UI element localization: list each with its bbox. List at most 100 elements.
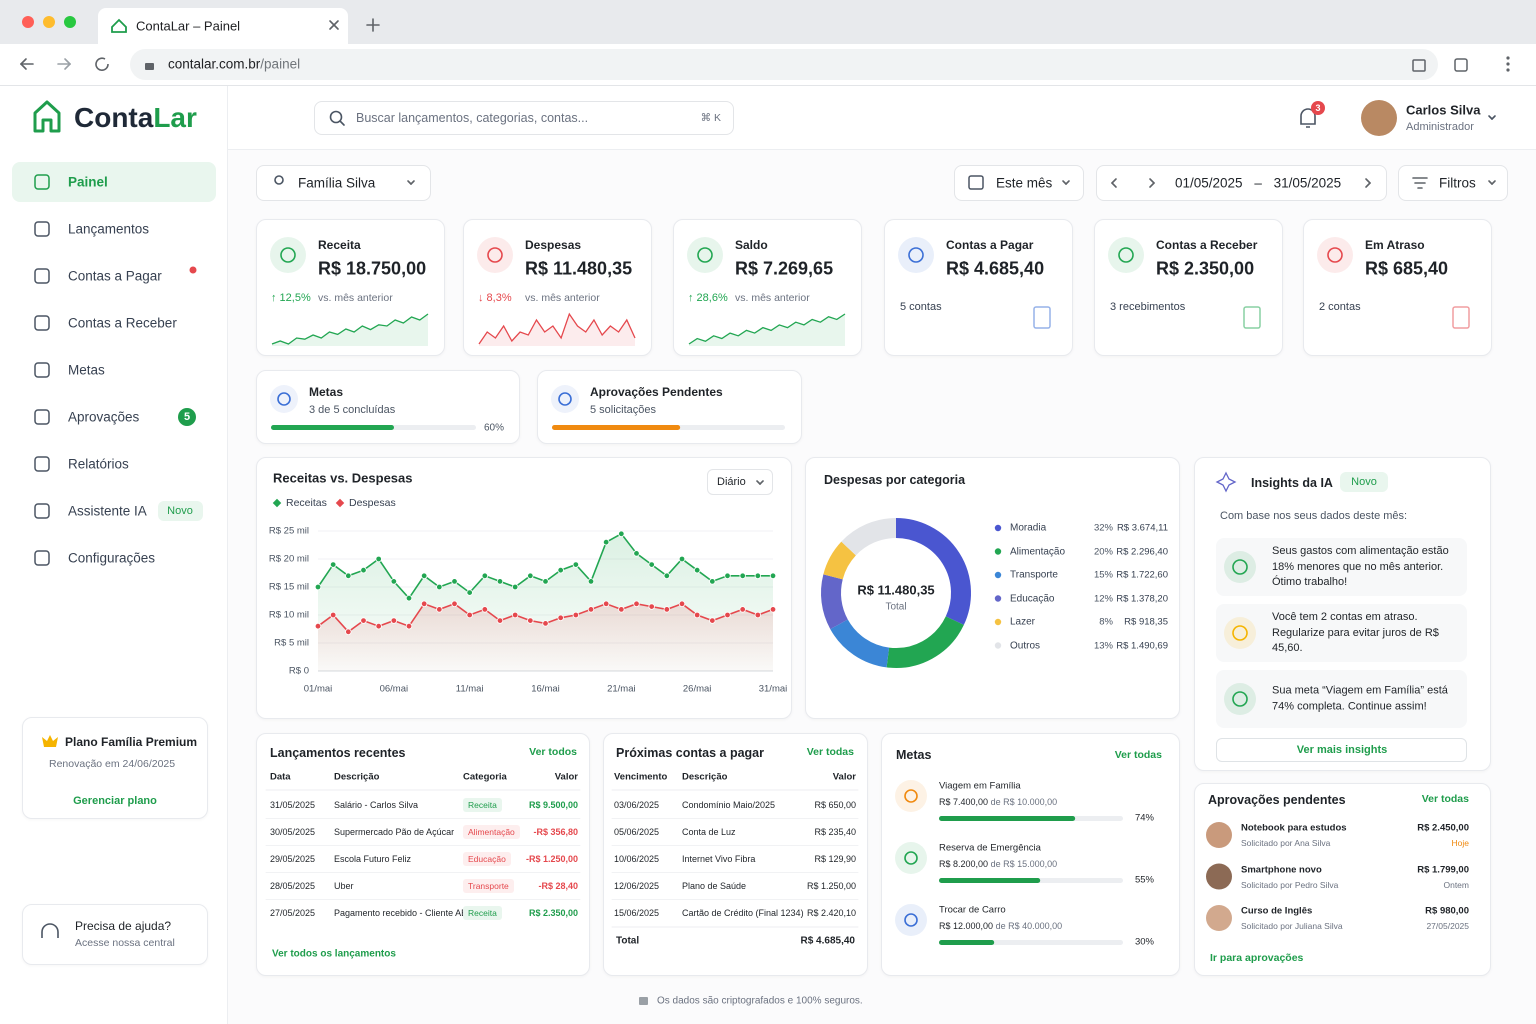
card-link[interactable]: Ver todas — [1421, 793, 1469, 805]
family-select[interactable]: Família Silva — [298, 175, 376, 191]
card-footer-link[interactable]: Ir para aprovações — [1210, 952, 1304, 964]
plan-action[interactable]: Gerenciar plano — [73, 795, 157, 807]
cell-category: Alimentação — [463, 825, 520, 839]
goal-saved: R$ 12.000,00 — [939, 921, 994, 931]
approval-when: 27/05/2025 — [1426, 921, 1469, 931]
kpi-note: 5 contas — [900, 301, 942, 313]
cell-amount: R$ 1.250,00 — [806, 881, 856, 891]
cell-description: Internet Vivo Fibra — [682, 854, 756, 864]
toolbar-button[interactable] — [1096, 165, 1387, 201]
goal-name: Trocar de Carro — [939, 904, 1006, 916]
cell-description: Pagamento recebido - Cliente ABC — [334, 908, 474, 918]
approval-title: Smartphone novo — [1241, 864, 1322, 875]
legend-amount: R$ 2.296,40 — [1116, 546, 1168, 557]
cell-description: Uber — [334, 881, 354, 891]
kpi-card — [1094, 219, 1283, 356]
nav-item[interactable]: Configurações — [68, 550, 156, 566]
plan-title: Plano Família Premium — [65, 735, 198, 749]
legend-percent: 15% — [1093, 569, 1113, 581]
goal-percent: 55% — [1134, 874, 1154, 886]
kpi-note: 3 recebimentos — [1110, 301, 1186, 313]
plan-card — [22, 717, 208, 819]
nav-item[interactable]: Contas a Pagar — [68, 268, 162, 284]
goal-target: R$ 40.000,00 — [1008, 921, 1063, 931]
goal-percent: 30% — [1134, 936, 1154, 948]
filters-button[interactable]: Filtros — [1439, 175, 1476, 191]
legend-label: Lazer — [1010, 616, 1036, 628]
nav-badge-bg — [158, 501, 203, 521]
chart-control[interactable]: Diário — [717, 476, 746, 488]
cell-amount: -R$ 356,80 — [533, 827, 578, 837]
insights-action[interactable]: Ver mais insights — [1296, 744, 1388, 756]
nav-badge: 5 — [183, 411, 191, 423]
legend-label: Alimentação — [1010, 546, 1066, 557]
donut-center-label: Total — [885, 601, 907, 613]
x-tick-label: 11/mai — [455, 683, 484, 695]
card-title: Aprovações pendentes — [1208, 793, 1346, 807]
user-role: Administrador — [1406, 121, 1474, 133]
summary-title: Aprovações Pendentes — [590, 385, 723, 399]
card-link[interactable]: Ver todas — [806, 746, 854, 758]
y-tick-label: R$ 25 mil — [268, 525, 309, 537]
cell-date: 05/06/2025 — [614, 827, 660, 837]
kpi-value: R$ 7.269,65 — [735, 258, 834, 279]
table-header: Data — [270, 771, 291, 783]
tab-title: ContaLar – Painel — [136, 18, 241, 34]
insight-item — [1216, 604, 1467, 662]
nav-item[interactable]: Aprovações — [68, 409, 140, 425]
chart-title: Receitas vs. Despesas — [273, 470, 413, 486]
kpi-label: Saldo — [735, 238, 768, 252]
tab[interactable] — [98, 8, 348, 44]
kpi-change: ↑ 12,5% — [271, 292, 311, 304]
legend-amount: R$ 1.490,69 — [1116, 640, 1168, 651]
nav-item[interactable]: Painel — [68, 174, 108, 190]
card-footer-link[interactable]: Ver todos os lançamentos — [272, 948, 396, 960]
help-card — [22, 904, 208, 965]
y-tick-label: R$ 0 — [288, 665, 309, 677]
nav-item[interactable]: Relatórios — [68, 456, 129, 472]
goal-saved: R$ 7.400,00 — [939, 797, 989, 807]
kpi-card — [884, 219, 1073, 356]
insights-badge: Novo — [1351, 476, 1377, 488]
nav-item[interactable]: Lançamentos — [68, 221, 150, 237]
goal-amounts: R$ 7.400,00 de R$ 10.000,00 — [939, 797, 1057, 807]
nav-item[interactable]: Contas a Receber — [68, 315, 177, 331]
approval-amount: R$ 1.799,00 — [1417, 864, 1469, 875]
cell-date: 03/06/2025 — [614, 800, 660, 810]
search-box[interactable] — [314, 101, 734, 135]
url-field[interactable] — [130, 49, 1438, 80]
toolbar-button[interactable] — [256, 165, 431, 201]
legend-label: Transporte — [1010, 569, 1058, 581]
date-range: 01/05/2025 – 31/05/2025 — [1175, 176, 1341, 191]
cell-amount: R$ 650,00 — [814, 800, 856, 810]
table-header: Vencimento — [614, 771, 668, 783]
kpi-value: R$ 4.685,40 — [946, 258, 1045, 279]
goal-saved: R$ 8.200,00 — [939, 859, 989, 869]
insights-button[interactable] — [1216, 738, 1467, 762]
user-name: Carlos Silva — [1406, 102, 1481, 118]
kpi-change-text: vs. mês anterior — [735, 292, 810, 304]
cell-date: 15/06/2025 — [614, 908, 660, 918]
insights-badge-bg — [1340, 472, 1388, 492]
card-link[interactable]: Ver todos — [529, 746, 577, 758]
approval-when: Ontem — [1443, 879, 1469, 890]
approval-requester: Solicitado por Ana Silva — [1241, 838, 1331, 848]
nav-item[interactable]: Assistente IA — [68, 503, 147, 519]
cell-description: Conta de Luz — [682, 827, 736, 837]
insights-intro: Com base nos seus dados deste mês: — [1220, 510, 1408, 522]
card-link[interactable]: Ver todas — [1114, 749, 1162, 761]
kpi-label: Receita — [318, 238, 361, 252]
url-host: contalar.com.br — [168, 56, 261, 72]
summary-title: Metas — [309, 385, 344, 399]
goal-amounts: R$ 8.200,00 de R$ 15.000,00 — [939, 859, 1057, 869]
period-select[interactable]: Este mês — [996, 175, 1053, 191]
line-chart-card — [256, 457, 792, 719]
donut-card — [805, 457, 1180, 719]
plan-renewal: Renovação em 24/06/2025 — [49, 758, 176, 770]
legend-percent: 32% — [1093, 522, 1113, 534]
donut-center-value: R$ 11.480,35 — [857, 582, 935, 598]
legend-amount: R$ 918,35 — [1124, 616, 1168, 628]
bills-card — [603, 733, 868, 976]
nav-item[interactable]: Metas — [68, 362, 105, 378]
legend-label: Despesas — [349, 497, 396, 509]
